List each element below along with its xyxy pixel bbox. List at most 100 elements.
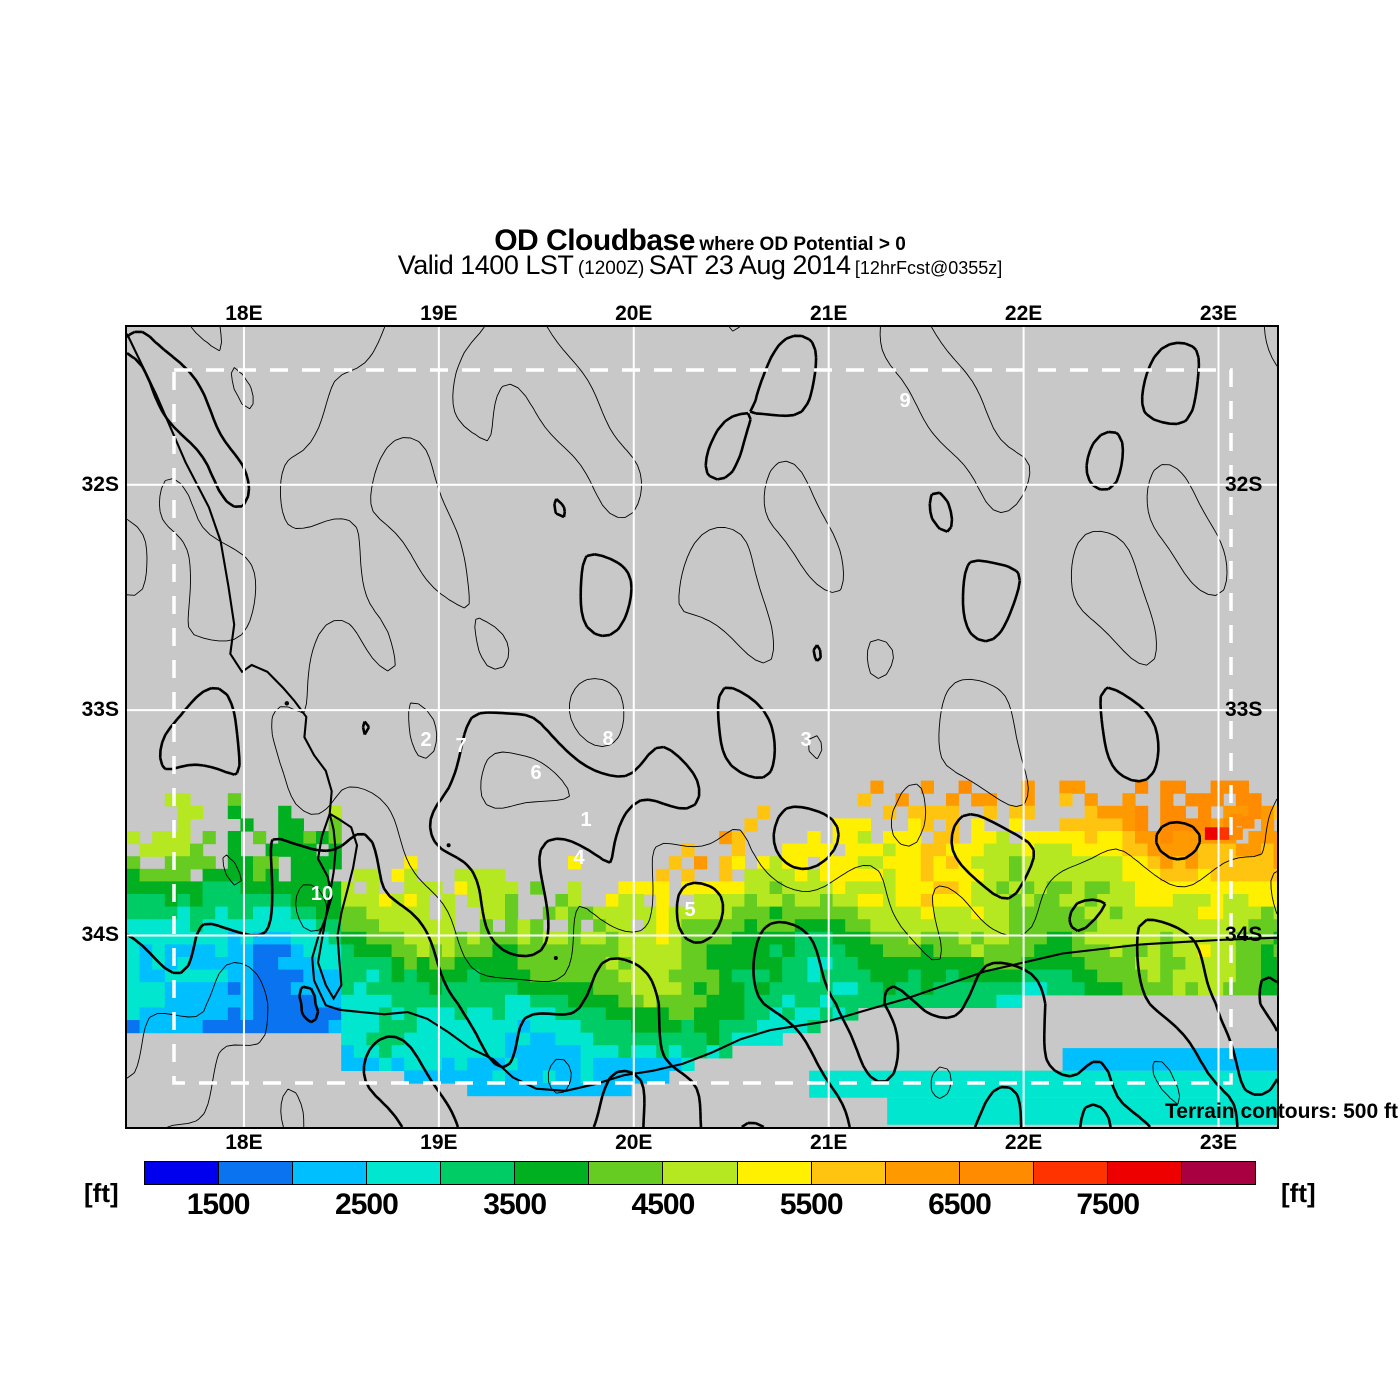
data-cell bbox=[1034, 931, 1048, 945]
data-cell bbox=[920, 944, 934, 958]
data-cell bbox=[1235, 780, 1249, 794]
data-cell bbox=[341, 1020, 355, 1034]
data-cell bbox=[618, 931, 632, 945]
data-cell bbox=[164, 894, 178, 908]
data-cell bbox=[492, 969, 506, 983]
data-cell bbox=[870, 957, 884, 971]
data-cell bbox=[933, 894, 947, 908]
data-cell bbox=[429, 919, 443, 933]
data-cell bbox=[757, 906, 771, 920]
data-cell bbox=[643, 1007, 657, 1021]
data-cell bbox=[479, 994, 493, 1008]
data-cell bbox=[227, 982, 241, 996]
data-cell bbox=[845, 919, 859, 933]
data-cell bbox=[379, 894, 393, 908]
data-cell bbox=[1160, 805, 1174, 819]
data-cell bbox=[139, 969, 153, 983]
data-cell bbox=[832, 944, 846, 958]
axis-tick-top-18E: 18E bbox=[225, 302, 263, 325]
data-cell bbox=[1172, 881, 1186, 895]
colorbar-segment-7 bbox=[663, 1162, 738, 1184]
data-cell bbox=[946, 994, 960, 1008]
colorbar[interactable] bbox=[144, 1161, 1256, 1185]
data-cell bbox=[227, 793, 241, 807]
data-cell bbox=[454, 1020, 468, 1034]
data-cell bbox=[303, 906, 317, 920]
data-cell bbox=[1248, 957, 1262, 971]
data-cell bbox=[1135, 906, 1149, 920]
data-cell bbox=[1046, 894, 1060, 908]
data-cell bbox=[1241, 816, 1255, 829]
data-cell bbox=[832, 931, 846, 945]
data-cell bbox=[379, 1057, 393, 1071]
data-cell bbox=[152, 1007, 166, 1021]
data-cell bbox=[190, 906, 204, 920]
data-cell bbox=[794, 856, 808, 870]
data-cell bbox=[127, 906, 141, 920]
data-cell bbox=[1210, 881, 1224, 895]
data-cell bbox=[883, 831, 897, 845]
data-cell bbox=[605, 906, 619, 920]
data-cell bbox=[290, 944, 304, 958]
data-cell bbox=[694, 1007, 708, 1021]
data-cell bbox=[391, 1045, 405, 1059]
data-cell bbox=[164, 856, 178, 870]
data-cell bbox=[492, 1070, 506, 1084]
data-cell bbox=[1009, 931, 1023, 945]
data-cell bbox=[857, 818, 871, 832]
data-cell bbox=[769, 856, 783, 870]
data-cell bbox=[1261, 894, 1275, 908]
colorbar-tick-6500: 6500 bbox=[928, 1188, 992, 1221]
station-label-8: 8 bbox=[602, 728, 613, 750]
data-cell bbox=[870, 906, 884, 920]
data-cell bbox=[517, 944, 531, 958]
data-cell bbox=[442, 969, 456, 983]
data-cell bbox=[643, 1057, 657, 1071]
data-cell bbox=[857, 881, 871, 895]
data-cell bbox=[341, 944, 355, 958]
data-cell bbox=[353, 906, 367, 920]
data-cell bbox=[1223, 969, 1237, 983]
data-cell bbox=[202, 931, 216, 945]
data-cell bbox=[946, 982, 960, 996]
data-cell bbox=[933, 919, 947, 933]
data-cell bbox=[467, 1057, 481, 1071]
data-cell bbox=[404, 994, 418, 1008]
data-cell bbox=[479, 881, 493, 895]
data-cell bbox=[731, 957, 745, 971]
data-cell bbox=[1109, 805, 1123, 819]
data-cell bbox=[152, 994, 166, 1008]
data-cell bbox=[668, 931, 682, 945]
data-cell bbox=[353, 994, 367, 1008]
data-cell bbox=[895, 881, 909, 895]
data-cell bbox=[1210, 856, 1224, 870]
data-cell bbox=[1009, 856, 1023, 870]
data-cell bbox=[1185, 944, 1199, 958]
data-cell bbox=[794, 957, 808, 971]
data-cell bbox=[227, 868, 241, 882]
data-cell bbox=[908, 856, 922, 870]
figure-title-block: OD Cloudbase where OD Potential > 0 Vali… bbox=[0, 226, 1400, 279]
data-cell bbox=[1009, 982, 1023, 996]
data-cell bbox=[883, 919, 897, 933]
data-cell bbox=[1009, 868, 1023, 882]
data-cell bbox=[353, 1045, 367, 1059]
data-cell bbox=[895, 957, 909, 971]
data-cell bbox=[971, 894, 985, 908]
data-cell bbox=[593, 919, 607, 933]
data-cell bbox=[857, 931, 871, 945]
map-panel[interactable]: 1 2 3 4 5 6 7 8 9 10 bbox=[125, 325, 1279, 1129]
data-cell bbox=[190, 969, 204, 983]
data-cell bbox=[416, 957, 430, 971]
data-cell bbox=[794, 843, 808, 857]
data-cell bbox=[278, 931, 292, 945]
data-cell bbox=[845, 944, 859, 958]
data-cell bbox=[492, 868, 506, 882]
data-cell bbox=[593, 1057, 607, 1071]
data-cell bbox=[933, 994, 947, 1008]
data-cell bbox=[278, 1020, 292, 1034]
data-cell bbox=[1198, 906, 1212, 920]
data-cell bbox=[353, 931, 367, 945]
data-cell bbox=[404, 881, 418, 895]
data-cell bbox=[807, 982, 821, 996]
